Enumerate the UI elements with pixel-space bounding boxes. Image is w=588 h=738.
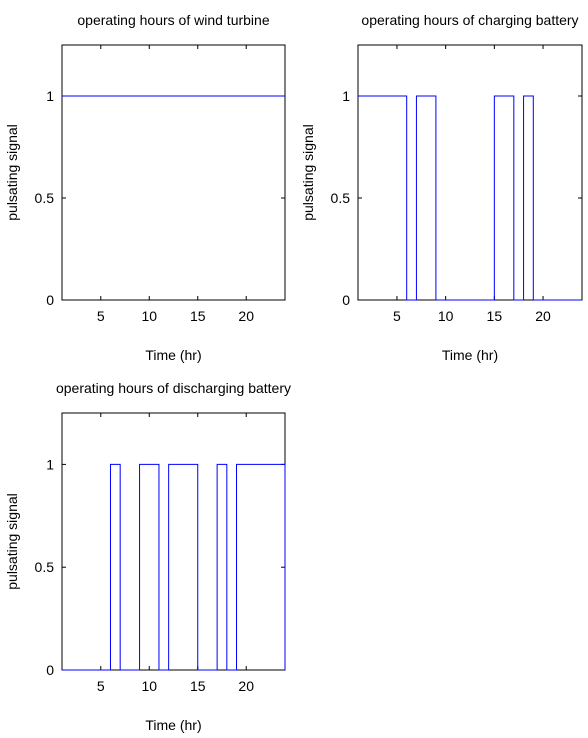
x-tick-label: 5 (393, 308, 401, 324)
y-tick-label: 1 (342, 88, 350, 104)
y-tick-label: 1 (46, 456, 54, 472)
x-tick-label: 15 (190, 678, 206, 694)
chart-title: operating hours of discharging battery (56, 380, 291, 396)
x-tick-label: 10 (438, 308, 454, 324)
x-tick-label: 20 (535, 308, 551, 324)
chart-panel-3: 5 10 15 20 0 0.5 1 operating hours of dischargi… (4, 380, 291, 733)
x-tick-label: 20 (238, 678, 254, 694)
y-axis-label: pulsating signal (4, 124, 20, 221)
chart-panel-1: 5 10 15 20 0 0.5 1 operating hours of wind turb… (4, 12, 285, 363)
y-axis-label: pulsating signal (4, 493, 20, 590)
y-tick-label: 0.5 (35, 190, 55, 206)
y-tick-label: 0 (342, 292, 350, 308)
x-tick-label: 5 (97, 308, 105, 324)
x-tick-label: 5 (97, 678, 105, 694)
axes-frame (358, 45, 582, 300)
x-axis-label: Time (hr) (442, 347, 498, 363)
chart-panel-2: 5 10 15 20 0 0.5 1 operating hours of charging … (300, 12, 582, 363)
y-axis-label: pulsating signal (300, 124, 316, 221)
chart-title: operating hours of wind turbine (77, 12, 269, 28)
chart-title: operating hours of charging battery (361, 12, 578, 28)
y-tick-label: 0 (46, 662, 54, 678)
x-tick-label: 20 (238, 308, 254, 324)
y-tick-label: 0.5 (331, 190, 351, 206)
x-tick-label: 15 (487, 308, 503, 324)
x-tick-label: 10 (141, 678, 157, 694)
axes-frame (62, 413, 285, 670)
y-tick-label: 0 (46, 292, 54, 308)
x-axis-label: Time (hr) (145, 717, 201, 733)
x-tick-label: 10 (141, 308, 157, 324)
y-tick-label: 1 (46, 88, 54, 104)
x-axis-label: Time (hr) (145, 347, 201, 363)
x-tick-label: 15 (190, 308, 206, 324)
axes-frame (62, 45, 285, 300)
y-tick-label: 0.5 (35, 559, 55, 575)
